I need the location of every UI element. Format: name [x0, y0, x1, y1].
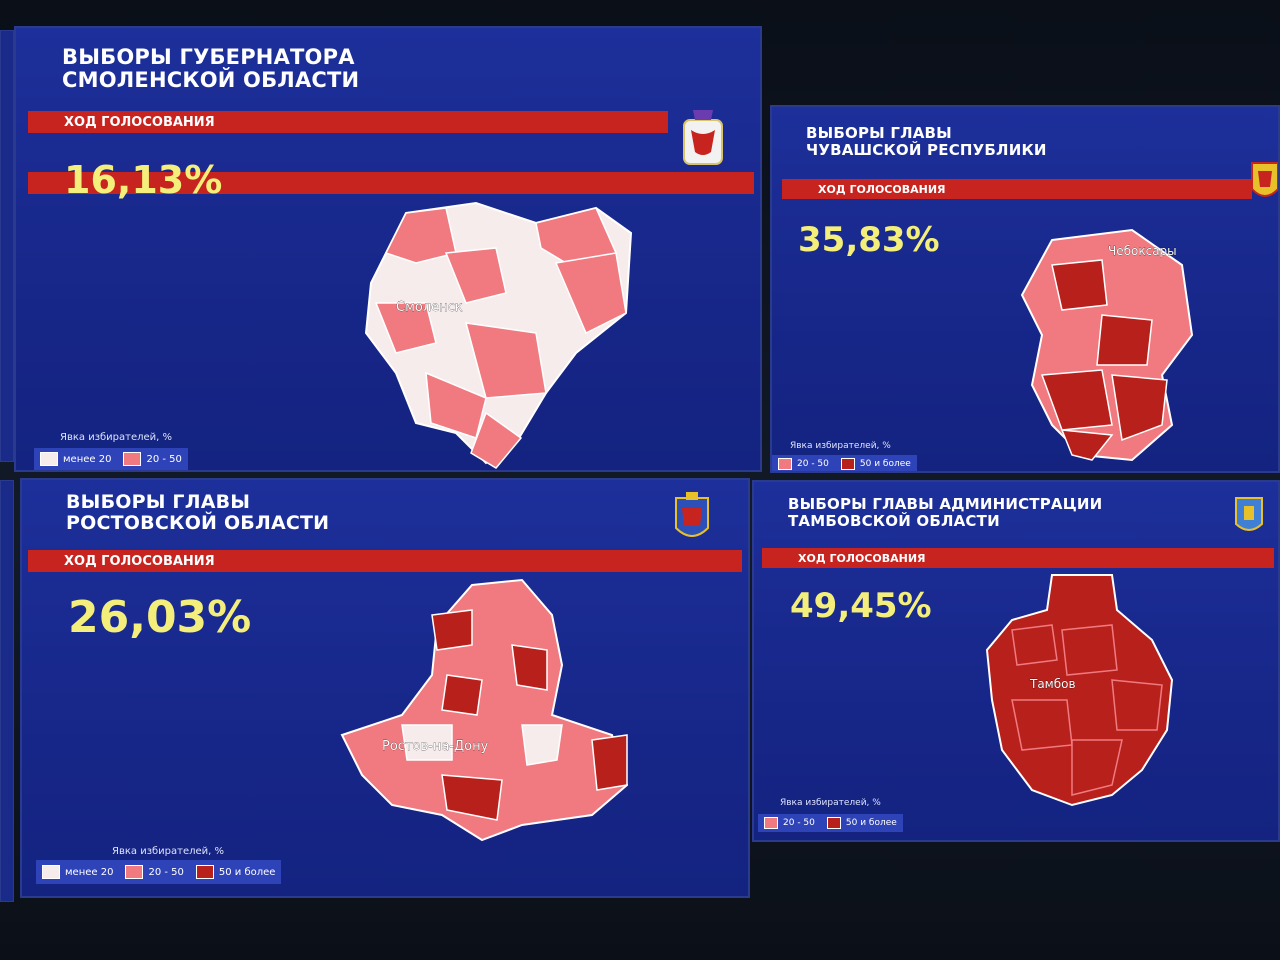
- legend-item: 20 - 50: [119, 860, 189, 884]
- title-line-1: ВЫБОРЫ ГЛАВЫ: [66, 491, 251, 513]
- legend-label: 50 и более: [218, 866, 276, 878]
- map-city-label: Тамбов: [1029, 677, 1076, 691]
- map-city-label: Чебоксары: [1108, 244, 1177, 258]
- legend-label: 20 - 50: [146, 453, 182, 465]
- smolensk-coat-of-arms-icon: [681, 108, 725, 170]
- map-city-label: Смоленск: [396, 300, 463, 315]
- voting-progress-bar: ХОД ГОЛОСОВАНИЯ: [28, 550, 742, 572]
- turnout-percent: 49,45%: [790, 586, 932, 626]
- voting-progress-bar: ХОД ГОЛОСОВАНИЯ: [28, 111, 668, 133]
- turnout-legend: 20 - 50 50 и более: [758, 814, 903, 832]
- legend-title: Явка избирателей, %: [112, 846, 225, 857]
- title-line-1: ВЫБОРЫ ГЛАВЫ АДМИНИСТРАЦИИ: [788, 495, 1103, 513]
- turnout-percent: 16,13%: [64, 158, 223, 202]
- panel-tambov: ВЫБОРЫ ГЛАВЫ АДМИНИСТРАЦИИ ТАМБОВСКОЙ ОБ…: [752, 480, 1280, 842]
- title-line-2: СМОЛЕНСКОЙ ОБЛАСТИ: [62, 68, 360, 93]
- legend-label: менее 20: [63, 453, 112, 465]
- chuvash-coat-of-arms-icon: [1250, 159, 1278, 209]
- legend-swatch: [42, 865, 60, 879]
- panel-chuvashia: ВЫБОРЫ ГЛАВЫ ЧУВАШСКОЙ РЕСПУБЛИКИ ХОД ГО…: [770, 105, 1280, 473]
- legend-item: 20 - 50: [758, 814, 821, 832]
- turnout-legend: менее 20 20 - 50 50 и более: [36, 860, 282, 884]
- voting-progress-bar: ХОД ГОЛОСОВАНИЯ: [782, 179, 1252, 199]
- legend-swatch: [123, 452, 142, 466]
- legend-swatch: [195, 865, 214, 879]
- neighbor-screen-bottom-edge: [0, 480, 14, 902]
- legend-label: 20 - 50: [148, 866, 184, 878]
- legend-swatch: [40, 452, 58, 466]
- legend-swatch: [778, 458, 792, 470]
- legend-item: 50 и более: [190, 860, 282, 884]
- legend-item: менее 20: [36, 860, 119, 884]
- legend-item: 20 - 50: [117, 448, 187, 470]
- legend-title: Явка избирателей, %: [60, 432, 173, 443]
- panel-smolensk: ВЫБОРЫ ГУБЕРНАТОРА СМОЛЕНСКОЙ ОБЛАСТИ ХО…: [14, 26, 762, 472]
- neighbor-screen-top-edge: [0, 30, 14, 462]
- title-line-2: РОСТОВСКОЙ ОБЛАСТИ: [66, 511, 330, 534]
- legend-item: 50 и более: [821, 814, 903, 832]
- legend-swatch: [125, 865, 144, 879]
- chuvashia-region-map: Чебоксары: [1020, 228, 1194, 462]
- legend-swatch: [840, 458, 855, 470]
- panel-title: ВЫБОРЫ ГУБЕРНАТОРА СМОЛЕНСКОЙ ОБЛАСТИ: [62, 45, 360, 93]
- legend-title: Явка избирателей, %: [790, 441, 891, 451]
- smolensk-region-map: Смоленск: [364, 201, 633, 469]
- map-city-label: Ростов-на-Дону: [382, 739, 489, 754]
- turnout-percent: 35,83%: [798, 220, 940, 260]
- title-line-1: ВЫБОРЫ ГЛАВЫ: [806, 124, 952, 142]
- legend-item: менее 20: [34, 448, 117, 470]
- tambov-coat-of-arms-icon: [1234, 494, 1264, 542]
- turnout-legend: менее 20 20 - 50: [34, 448, 188, 470]
- turnout-legend: 20 - 50 50 и более: [772, 455, 917, 471]
- legend-label: 20 - 50: [783, 818, 815, 828]
- panel-title: ВЫБОРЫ ГЛАВЫ ЧУВАШСКОЙ РЕСПУБЛИКИ: [806, 125, 1047, 158]
- legend-label: 20 - 50: [797, 459, 829, 469]
- tambov-region-map: Тамбов: [985, 574, 1174, 807]
- legend-label: 50 и более: [859, 459, 911, 469]
- rostov-region-map: Ростов-на-Дону: [340, 578, 629, 842]
- title-line-1: ВЫБОРЫ ГУБЕРНАТОРА: [62, 45, 355, 69]
- legend-swatch: [826, 817, 841, 829]
- legend-label: менее 20: [65, 866, 114, 878]
- legend-title: Явка избирателей, %: [780, 798, 881, 808]
- panel-rostov: ВЫБОРЫ ГЛАВЫ РОСТОВСКОЙ ОБЛАСТИ ХОД ГОЛО…: [20, 478, 750, 898]
- panel-title: ВЫБОРЫ ГЛАВЫ РОСТОВСКОЙ ОБЛАСТИ: [66, 492, 329, 534]
- title-line-2: ТАМБОВСКОЙ ОБЛАСТИ: [788, 511, 1000, 530]
- legend-label: 50 и более: [845, 818, 897, 828]
- turnout-percent: 26,03%: [68, 592, 252, 643]
- rostov-coat-of-arms-icon: [672, 490, 712, 550]
- title-line-2: ЧУВАШСКОЙ РЕСПУБЛИКИ: [806, 140, 1047, 159]
- voting-progress-bar-extension: [28, 172, 754, 194]
- legend-swatch: [764, 817, 778, 829]
- panel-title: ВЫБОРЫ ГЛАВЫ АДМИНИСТРАЦИИ ТАМБОВСКОЙ ОБ…: [788, 496, 1102, 529]
- legend-item: 20 - 50: [772, 455, 835, 471]
- voting-progress-bar: ХОД ГОЛОСОВАНИЯ: [762, 548, 1274, 568]
- legend-item: 50 и более: [835, 455, 917, 471]
